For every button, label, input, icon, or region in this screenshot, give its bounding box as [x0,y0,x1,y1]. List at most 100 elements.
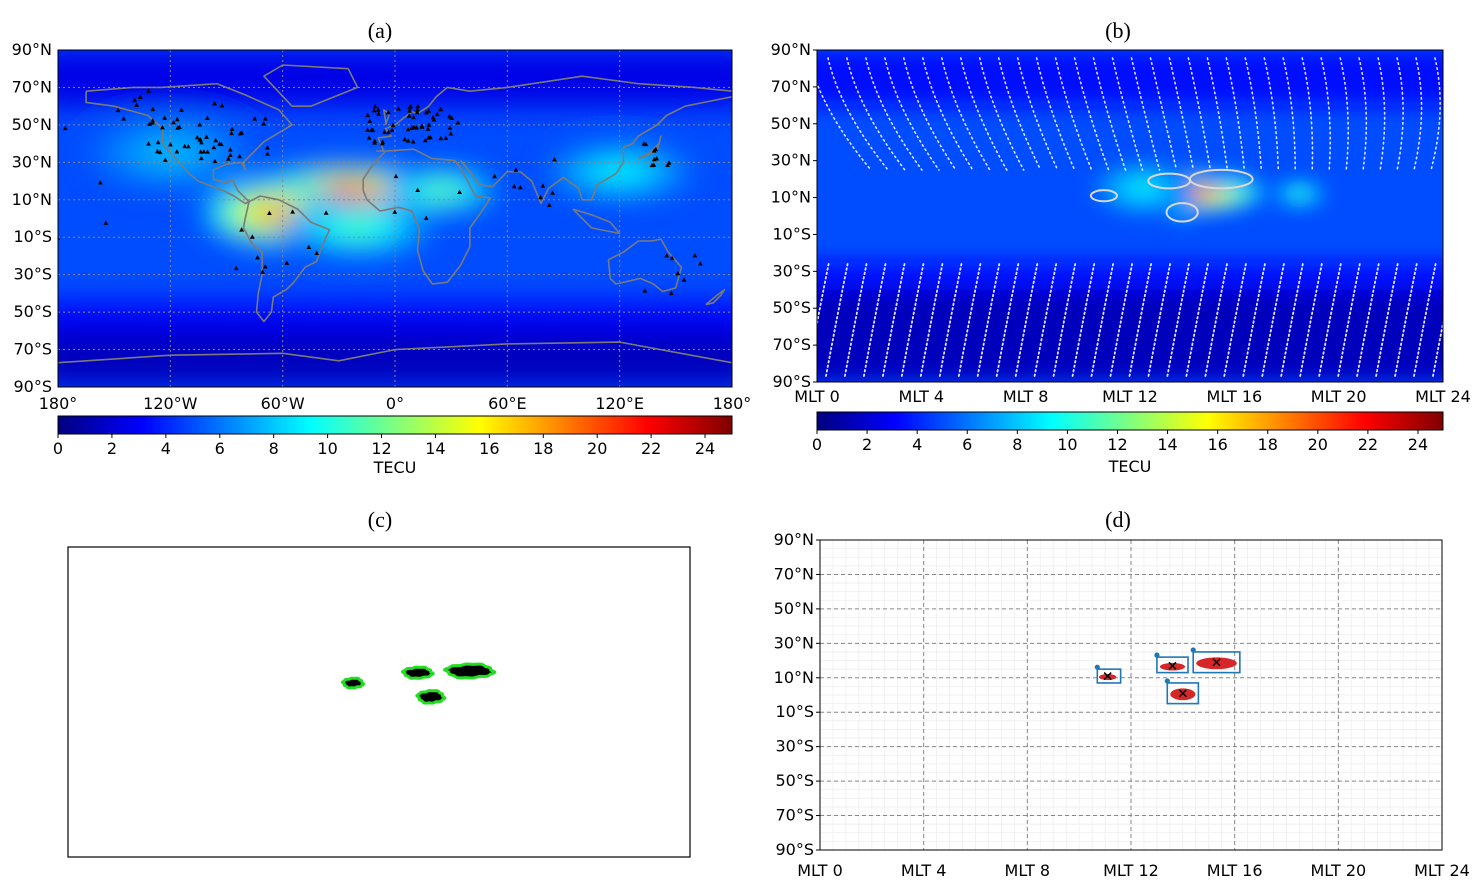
b-arc [978,57,1025,171]
y-tick-label: 30°N [12,152,52,171]
b-arc [846,57,906,171]
a-hotspot-layer [332,186,364,195]
a-station-marker [198,149,204,154]
b-tec-hotspots [817,50,1443,382]
b-arc [957,261,982,377]
b-arc [1147,261,1172,377]
c-region-blob [415,689,447,705]
x-tick-label: MLT 24 [1415,387,1471,406]
d-box-corner-marker [1094,664,1100,670]
y-tick-label: 90°N [774,530,814,549]
a-station-marker [513,167,519,172]
d-cluster [1094,664,1122,684]
x-tick-label: MLT 8 [1003,387,1049,406]
y-tick-label: 30°S [13,265,52,284]
y-tick-label: 70°N [774,564,814,583]
y-tick-label: 70°S [13,340,52,359]
a-station-marker [162,115,167,120]
x-tick-label: MLT 8 [1005,861,1051,880]
y-tick-label: 30°S [772,261,811,280]
c-region-blob [401,665,435,680]
a-coastline [362,148,492,285]
y-tick-label: 90°N [771,40,811,59]
a-station-marker [367,118,373,123]
a-latitude-band [58,50,732,107]
x-tick-label: MLT 12 [1102,387,1158,406]
c-region-blob [443,662,497,680]
c-detected-regions [340,662,497,705]
a-station-marker [58,235,61,240]
a-station-marker [697,261,703,266]
b-arc [919,261,944,377]
d-axes-frame [819,539,1443,851]
a-station-marker [97,180,103,185]
colorbar-tick-label: 24 [695,439,715,458]
a-station-marker [205,149,210,154]
d-centroid-marker [1103,672,1112,681]
d-box-corner-marker [1154,652,1160,658]
b-arc [1430,57,1441,171]
b-hotspot-layer [1294,191,1305,197]
a-station-marker [653,146,659,152]
y-tick-label: 90°S [772,372,811,391]
a-station-marker [306,244,312,249]
b-arc [1090,261,1115,377]
a-station-marker [422,137,428,143]
x-tick-label: 180° [39,394,78,413]
b-arc [1054,57,1093,171]
a-station-marker [424,110,429,115]
colorbar-gradient [57,415,733,435]
a-station-marker [150,118,156,123]
a-station-marker [185,144,191,149]
a-station-marker [267,210,272,215]
b-arc [1092,57,1127,171]
a-station-marker [415,107,420,112]
b-arc [1130,57,1161,171]
x-tick-label: MLT 20 [1310,861,1366,880]
b-arc [1109,261,1134,377]
a-station-marker [438,135,444,141]
a-station-marker [211,144,217,150]
a-station-marker [155,139,161,145]
a-station-marker [157,149,163,155]
colorbar-tick-label: 18 [533,439,553,458]
a-station-marker [41,219,46,223]
a-station-marker [198,155,204,161]
a-hotspot-layer [262,207,284,218]
y-tick-label: 30°S [775,737,814,756]
colorbar-tick-label: 14 [425,439,445,458]
y-tick-label: 70°S [772,335,811,354]
b-arc [1052,261,1077,377]
a-latitude-band [58,330,732,387]
d-box-corner-marker [1164,678,1170,684]
a-station-marker [651,156,657,162]
d-box-corner-marker [1190,647,1196,653]
a-station-marker [198,140,204,145]
panel-b-label: (b) [1105,18,1131,43]
a-station-marker [182,143,188,149]
a-gridlines [58,50,732,387]
b-arc [1339,57,1349,171]
a-station-marker [369,127,375,132]
a-station-marker [669,290,674,296]
colorbar-tick-label: 24 [1408,435,1428,454]
a-coastline [572,208,621,235]
a-station-marker [155,148,160,154]
b-arc [1244,57,1263,171]
a-station-marker [681,277,687,282]
b-arc [1318,261,1343,377]
b-arc [922,57,974,171]
a-station-marker [134,102,139,107]
colorbar-tick-label: 20 [1308,435,1328,454]
a-station-marker [171,120,176,125]
x-tick-label: MLT 4 [899,387,945,406]
b-arc [1394,261,1418,377]
a-station-marker [692,253,698,258]
panel-d-clusters: 90°N 70°N 50°N 30°N 10°N 10°S 30°S 50°S 70°S 90°S… [774,530,1470,880]
a-station-marker [160,125,165,130]
a-station-marker [447,125,453,130]
panel-a-geographic-tec-map: 90°N 70°N 50°N 30°N 10°N 10°S 30°S 50°S 70°S 90°S… [12,40,752,477]
colorbar-label: TECU [373,458,417,477]
a-station-marker [137,94,143,99]
